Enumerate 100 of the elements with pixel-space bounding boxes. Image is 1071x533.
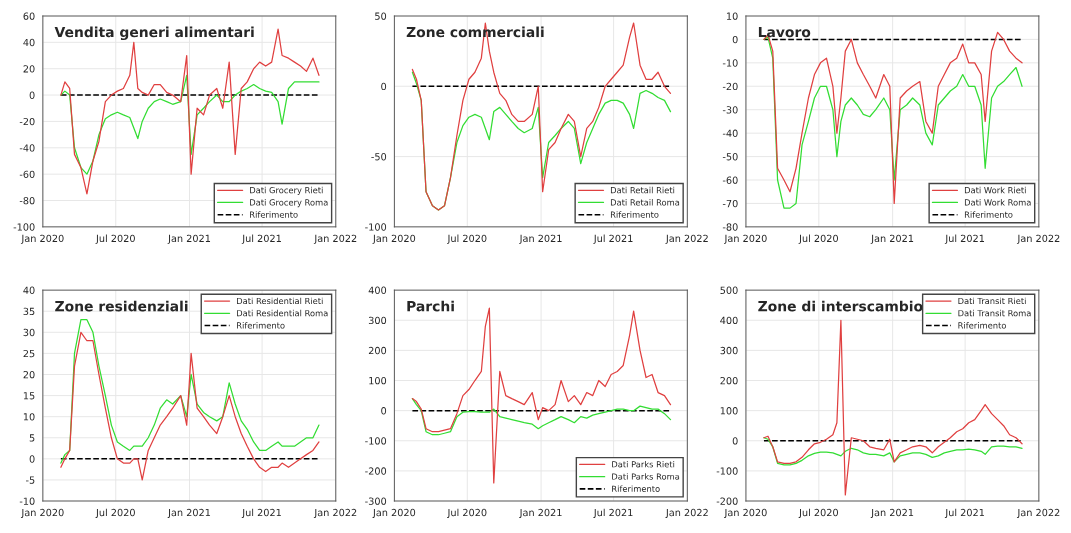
y-tick-label: -100 [365,437,387,445]
x-tick-label: Jul 2020 [95,234,135,244]
legend-label: Riferimento [250,211,298,218]
text: Zone di interscambio [758,300,923,312]
y-tick-label: 400 [368,286,387,294]
y-tick-label: 10 [726,12,738,20]
x-tick-label: Jan 2022 [313,508,357,518]
x-tick-label: Jan 2022 [665,234,708,244]
y-tick-label: 200 [720,376,738,385]
legend-label: Dati Transit Roma [958,309,1031,317]
x-tick-label: Jul 2021 [593,234,633,244]
y-tick-label: 500 [720,286,738,294]
legend-label: Dati Retail Roma [610,199,680,206]
x-tick-label: Jan 2021 [519,234,562,244]
line-series [60,74,320,175]
y-tick-label: -300 [365,497,387,505]
y-tick-label: -100 [13,223,35,231]
y-tick-label: -30 [722,106,738,114]
x-tick-label: Jan 2021 [870,234,914,244]
x-tick-label: Jan 2020 [372,508,416,518]
x-tick-label: Jul 2021 [944,508,985,518]
legend-label: Dati Residential Roma [237,309,328,317]
y-tick-label: 100 [720,407,738,415]
line-series [411,397,672,436]
y-tick-label: -100 [365,223,387,231]
y-tick-label: 60 [23,12,35,20]
legend-label: Dati Parks Roma [612,473,680,480]
y-tick-label: 0 [381,407,387,415]
y-tick-label: -80 [19,196,35,205]
y-tick-label: 5 [29,434,35,442]
x-tick-label: Jan 2020 [724,508,767,518]
legend-label: Dati Work Roma [964,199,1031,206]
x-tick-label: Jan 2021 [167,508,211,518]
text: Zone residenziali [55,300,188,312]
x-tick-label: Jan 2020 [724,234,767,244]
x-tick-label: Jul 2021 [593,508,633,518]
y-tick-label: -80 [722,223,738,231]
legend-label: Dati Residential Rieti [237,297,323,305]
line-series [60,331,320,481]
text: Parchi [407,300,454,312]
y-tick-label: 100 [369,376,387,385]
y-tick-label: 40 [23,286,35,294]
y-tick-label: 0 [29,91,35,99]
x-tick-label: Jul 2021 [241,234,281,244]
y-tick-label: -10 [19,497,35,505]
x-tick-label: Jul 2020 [798,234,838,244]
y-tick-label: 200 [368,346,387,355]
x-tick-label: Jul 2020 [798,508,838,518]
y-tick-label: -100 [716,467,738,475]
y-tick-label: 35 [23,307,35,316]
y-tick-label: 0 [732,35,738,44]
x-tick-label: Jan 2020 [372,234,416,244]
y-tick-label: -200 [365,467,387,475]
text: Lavoro [758,26,811,38]
x-tick-label: Jan 2022 [313,234,357,244]
x-tick-label: Jul 2021 [944,234,985,244]
y-tick-label: 30 [23,328,35,337]
y-tick-label: -20 [722,82,738,91]
legend-label: Dati Work Rieti [964,186,1026,194]
y-tick-label: -60 [722,176,738,184]
x-tick-label: Jan 2021 [167,234,211,244]
text: Vendita generi alimentari [54,26,254,41]
legend-label: Dati Grocery Rieti [250,186,323,195]
y-tick-label: 0 [732,437,738,445]
x-tick-label: Jan 2022 [1016,508,1060,518]
y-tick-label: 0 [29,455,35,463]
x-tick-label: Jul 2020 [95,508,135,518]
line-series [763,437,1023,466]
x-tick-label: Jan 2021 [870,508,914,518]
x-tick-label: Jul 2020 [447,508,487,518]
legend-label: Dati Grocery Roma [250,199,328,208]
legend-label: Dati Retail Rieti [610,186,675,194]
x-tick-label: Jul 2020 [447,234,487,244]
x-tick-label: Jan 2022 [1016,234,1060,244]
y-tick-label: -10 [722,59,738,67]
y-tick-label: 15 [23,392,35,400]
y-tick-label: -50 [722,153,738,161]
y-tick-label: 20 [23,370,35,379]
y-tick-label: 25 [23,349,35,358]
x-tick-label: Jan 2022 [665,508,708,518]
y-tick-label: 400 [720,316,738,325]
legend-label: Dati Parks Rieti [612,460,675,468]
y-tick-label: -5 [25,476,35,484]
x-tick-label: Jul 2021 [241,508,281,518]
legend-label: Riferimento [610,211,659,218]
y-tick-label: 40 [23,38,35,47]
line-series [763,319,1023,496]
y-tick-label: 300 [720,346,738,355]
y-tick-label: -20 [19,117,35,126]
y-tick-label: 20 [23,65,35,73]
y-tick-label: 300 [368,316,387,325]
y-tick-label: -40 [19,144,35,152]
legend-label: Riferimento [237,322,285,329]
y-tick-label: -50 [371,153,387,161]
x-tick-label: Jan 2021 [519,508,562,518]
legend-label: Riferimento [964,211,1013,218]
x-tick-label: Jan 2020 [20,234,64,244]
y-tick-label: -60 [19,170,35,178]
y-tick-label: 10 [23,413,35,421]
y-tick-label: -40 [722,129,738,137]
